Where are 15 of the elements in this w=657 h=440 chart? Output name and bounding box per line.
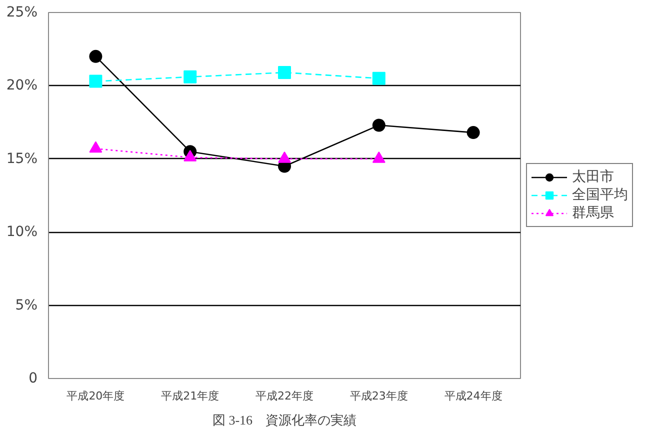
y-tick-label: 25% <box>6 4 38 20</box>
legend-label: 群馬県 <box>572 204 614 222</box>
y-tick-label: 5% <box>15 297 38 314</box>
x-tick-label: 平成24年度 <box>444 390 502 402</box>
y-tick-label: 15% <box>6 150 38 167</box>
y-tick-label: 10% <box>6 224 38 240</box>
legend-label: 全国平均 <box>572 186 628 204</box>
text: 図 3-16 資源化率の実績 <box>212 412 357 428</box>
legend-label: 太田市 <box>572 168 614 186</box>
y-tick-label: 0 <box>28 370 38 386</box>
x-tick-label: 平成21年度 <box>161 390 220 402</box>
x-tick-label: 平成23年度 <box>350 390 408 402</box>
y-tick-label: 20% <box>6 78 38 94</box>
x-tick-label: 平成22年度 <box>256 390 314 402</box>
x-tick-label: 平成20年度 <box>66 390 125 402</box>
